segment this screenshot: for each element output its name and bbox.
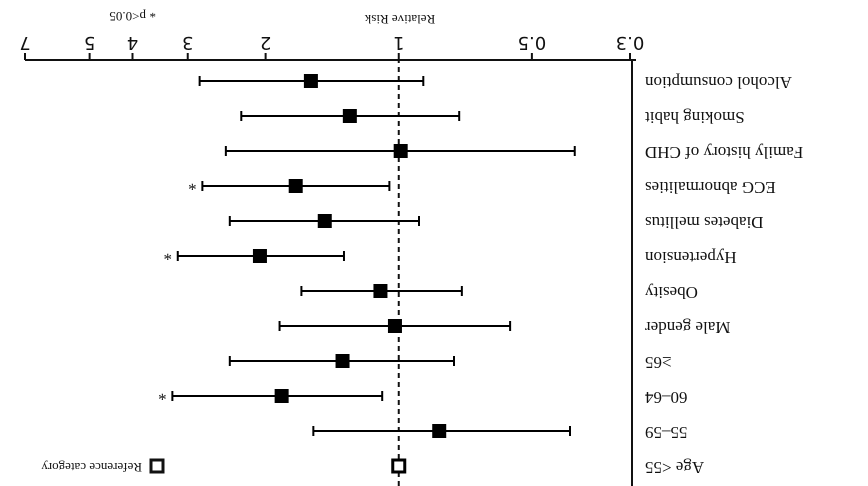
row-label: Obesity: [645, 283, 698, 302]
x-tick-label: 7: [19, 32, 30, 53]
significance-marker: *: [158, 385, 167, 404]
legend-swatch: [149, 458, 165, 474]
x-tick-label: 1: [393, 32, 404, 53]
row-label: Hypertension: [645, 248, 737, 267]
row-label: Age <55: [645, 458, 704, 477]
point: [393, 144, 408, 158]
point: [335, 354, 350, 368]
significance-marker: *: [188, 175, 197, 194]
point: [252, 249, 267, 263]
x-tick-label: 0.3: [616, 32, 645, 53]
row-label: Diabetes mellitus: [645, 213, 764, 232]
row-label: 55–59: [645, 423, 688, 442]
row-label: ECG abnormalities: [645, 178, 776, 197]
row-label: Smoking habit: [645, 108, 745, 127]
row-label: Alcohol consumption: [645, 73, 792, 92]
row-label: Family history of CHD: [645, 143, 803, 162]
x-tick-label: 4: [127, 32, 138, 53]
significance-marker: *: [164, 245, 173, 264]
point: [288, 179, 303, 193]
point: [342, 109, 357, 123]
row-label: ≥65: [645, 353, 671, 372]
point: [387, 319, 402, 333]
x-tick-label: 5: [84, 32, 95, 53]
legend-marker: *: [150, 6, 157, 21]
point: [317, 214, 332, 228]
reference-point: [391, 458, 407, 474]
axis-title: Relative Risk: [364, 12, 435, 27]
row-label: Male gender: [645, 318, 731, 337]
point: [303, 74, 318, 88]
row-label: 60–64: [645, 388, 688, 407]
x-tick-label: 0.5: [518, 32, 547, 53]
x-tick-label: 3: [182, 32, 193, 53]
point: [432, 424, 447, 438]
x-tick-label: 2: [260, 32, 271, 53]
legend-label: Reference category: [41, 460, 142, 475]
legend-note: p<0.05: [109, 9, 146, 24]
point: [373, 284, 388, 298]
point: [274, 389, 289, 403]
